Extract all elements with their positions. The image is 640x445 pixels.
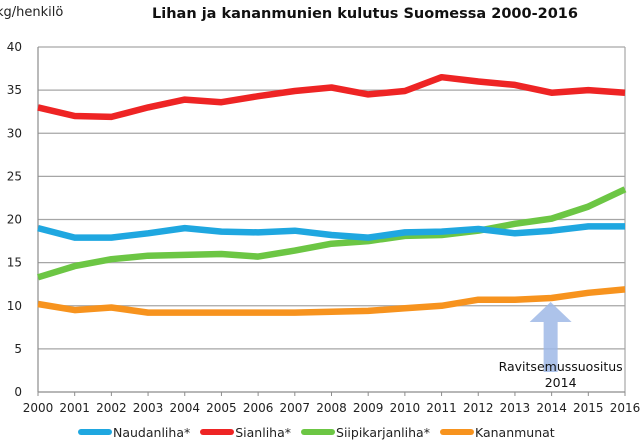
legend-item-sianliha: Sianliha*	[200, 425, 291, 440]
x-tick-labels: 2000 2001 2002 2003 2004 2005 2006 2007 2008 2009…	[23, 392, 640, 415]
y-tick-label: 25	[7, 169, 22, 183]
x-tick-label: 2005	[206, 401, 237, 415]
x-tick-label: 2013	[500, 401, 531, 415]
x-tick-label: 2011	[426, 401, 457, 415]
annotation-text-line1: Ravitsemussuositus	[499, 359, 623, 374]
legend-swatch	[78, 429, 112, 435]
y-tick-label: 35	[7, 83, 22, 97]
legend-label: Kananmunat	[474, 424, 555, 440]
series-line-kananmunat	[37, 286, 626, 316]
x-tick-label: 2009	[353, 401, 384, 415]
y-tick-label: 15	[7, 256, 22, 270]
y-tick-label: 0	[14, 385, 22, 399]
legend-label: Naudanliha*	[113, 424, 191, 440]
x-tick-label: 2006	[243, 401, 274, 415]
annotation-arrow	[529, 301, 572, 372]
series-line-naudanliha	[37, 223, 625, 241]
legend-item-kananmunat: Kananmunat	[439, 424, 555, 440]
y-tick-label: 10	[7, 299, 22, 313]
chart-title: Lihan ja kananmunien kulutus Suomessa 20…	[152, 6, 578, 22]
x-tick-label: 2015	[573, 401, 604, 415]
legend-item-naudanliha: Naudanliha*	[78, 425, 190, 440]
x-tick-label: 2012	[463, 401, 494, 415]
x-tick-label: 2014	[536, 401, 567, 415]
y-tick-label: 5	[14, 342, 22, 356]
x-tick-label: 2016	[610, 401, 640, 415]
series-line-siipikarjanliha	[37, 186, 627, 281]
legend-label: Sianliha*	[235, 424, 292, 440]
x-tick-label: 2002	[96, 401, 127, 415]
legend-swatch	[200, 429, 235, 435]
y-tick-labels: 0 5 10 15 20 25 30 35 40	[7, 40, 22, 399]
y-tick-label: 20	[7, 213, 22, 227]
legend-swatch	[439, 429, 474, 435]
x-tick-label: 2010	[390, 401, 421, 415]
y-tick-label: 40	[7, 40, 22, 54]
x-tick-label: 2008	[316, 401, 347, 415]
legend-item-siipikarjanliha: Siipikarjanliha*	[301, 425, 430, 440]
x-tick-label: 2007	[280, 401, 311, 415]
series-line-sianliha	[37, 73, 626, 121]
x-tick-label: 2003	[133, 401, 164, 415]
legend: Naudanliha* Sianliha* Siipikarjanliha* K…	[78, 423, 565, 441]
x-tick-label: 2001	[59, 401, 90, 415]
annotation-text-line2: 2014	[545, 375, 577, 390]
legend-label: Siipikarjanliha*	[336, 424, 430, 440]
x-tick-label: 2000	[23, 401, 54, 415]
y-axis-label: kg/henkilö	[0, 5, 64, 20]
series-lines	[37, 73, 627, 316]
y-tick-label: 30	[7, 126, 22, 140]
x-tick-label: 2004	[169, 401, 200, 415]
legend-swatch	[301, 429, 336, 435]
